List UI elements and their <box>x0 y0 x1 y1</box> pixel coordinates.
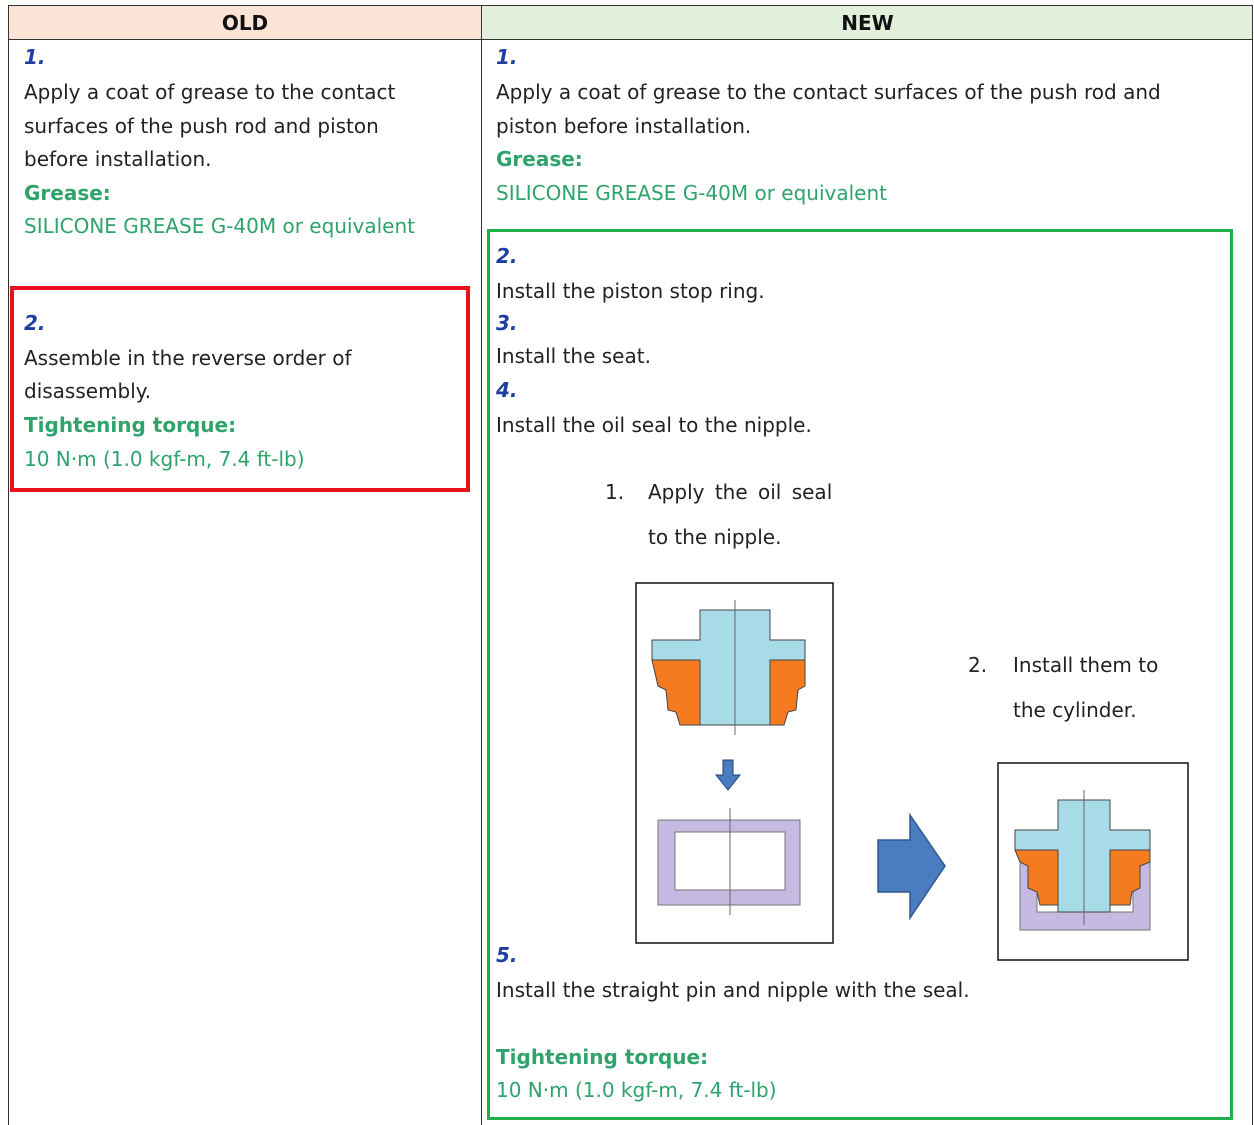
border-line <box>8 5 9 1125</box>
step-text: piston before installation. <box>496 114 752 138</box>
step-number: 1. <box>496 45 518 69</box>
caption-text: Apply the oil seal <box>648 480 833 504</box>
step-number: 5. <box>496 943 518 967</box>
highlight-box-green <box>487 229 1233 1120</box>
caption-number: 2. <box>968 653 988 677</box>
arrow <box>877 812 946 921</box>
spec-label: Grease: <box>496 147 583 171</box>
step-text: Install the oil seal to the nipple. <box>496 413 812 437</box>
step-text: Assemble in the reverse order of <box>24 346 352 370</box>
spec-value: SILICONE GREASE G-40M or equivalent <box>24 214 415 238</box>
caption-text: Install them to <box>1013 653 1159 677</box>
caption-text: to the nipple. <box>648 525 782 549</box>
figure-installed <box>997 762 1189 961</box>
caption-text: the cylinder. <box>1013 698 1137 722</box>
spec-value: SILICONE GREASE G-40M or equivalent <box>496 181 887 205</box>
border-line <box>481 5 482 1125</box>
step-number: 3. <box>496 311 518 335</box>
step-text: surfaces of the push rod and piston <box>24 114 379 138</box>
highlight-box-red <box>10 286 470 492</box>
step-text: Install the straight pin and nipple with… <box>496 978 970 1002</box>
step-text: before installation. <box>24 147 212 171</box>
step-number: 1. <box>24 45 46 69</box>
step-number: 2. <box>24 311 46 335</box>
header-new: NEW <box>482 5 1253 40</box>
header-old: OLD <box>8 5 482 40</box>
step-text: Install the seat. <box>496 344 651 368</box>
figure-nipple-and-seal <box>635 582 834 944</box>
spec-label: Grease: <box>24 181 111 205</box>
step-text: Apply a coat of grease to the contact <box>24 80 396 104</box>
spec-label: Tightening torque: <box>496 1045 709 1069</box>
border-line <box>1252 5 1253 1125</box>
spec-value: 10 N·m (1.0 kgf-m, 7.4 ft-lb) <box>24 447 305 471</box>
step-number: 4. <box>496 378 518 402</box>
spec-value: 10 N·m (1.0 kgf-m, 7.4 ft-lb) <box>496 1078 777 1102</box>
step-text: Apply a coat of grease to the contact su… <box>496 80 1161 104</box>
step-number: 2. <box>496 244 518 268</box>
step-text: Install the piston stop ring. <box>496 279 765 303</box>
caption-number: 1. <box>605 480 625 504</box>
spec-label: Tightening torque: <box>24 413 237 437</box>
step-text: disassembly. <box>24 379 152 403</box>
